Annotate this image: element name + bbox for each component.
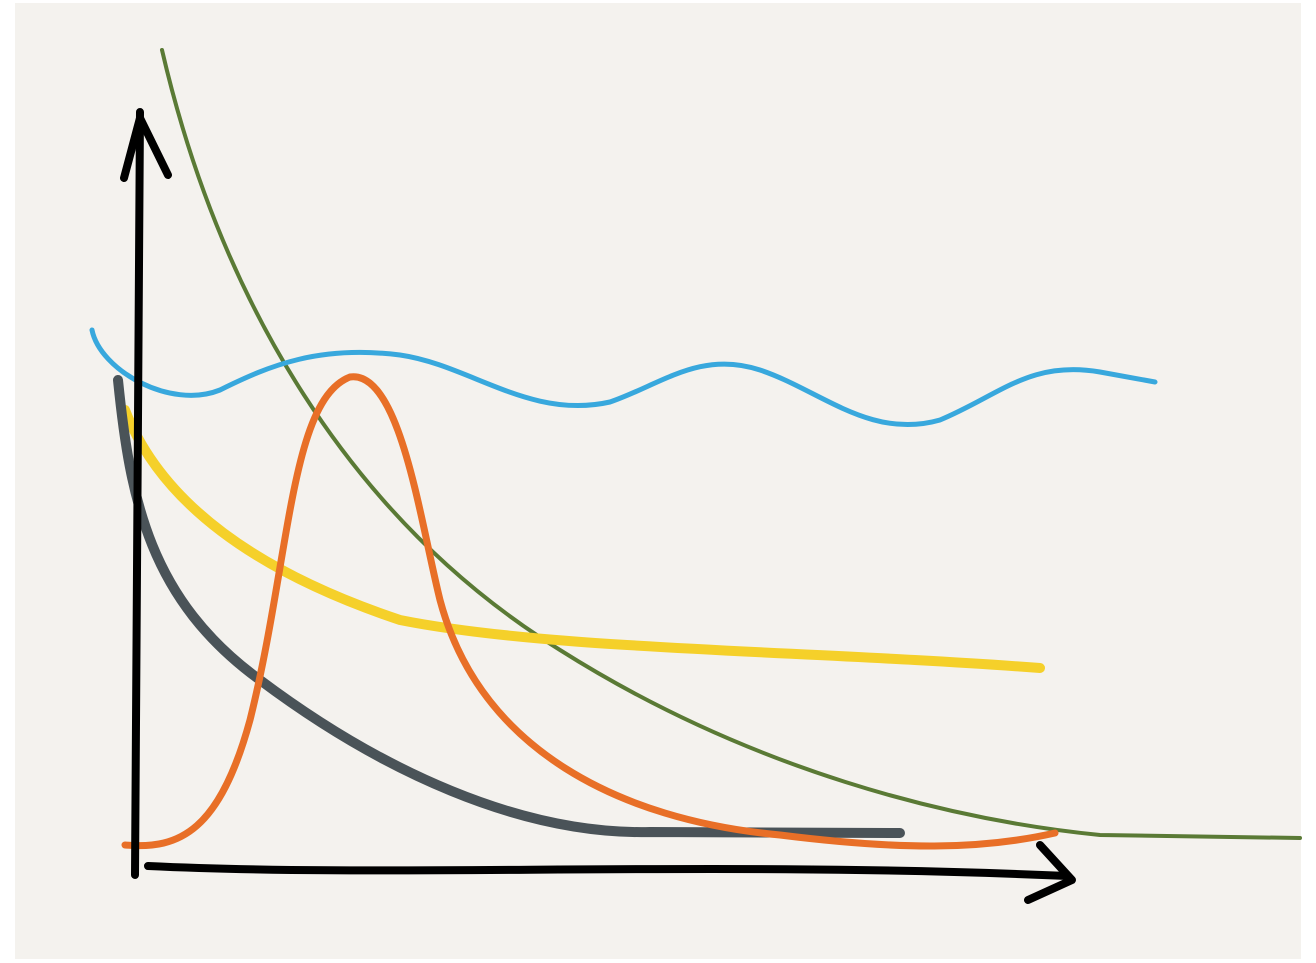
x-axis-arrow <box>1024 841 1076 904</box>
orange-curve <box>121 373 1059 850</box>
yellow-curve <box>120 405 1045 673</box>
x-axis <box>144 862 1072 880</box>
canvas <box>15 3 1301 959</box>
blue-curve <box>89 327 1158 428</box>
green-curve <box>160 48 1302 840</box>
y-axis-arrow <box>120 114 172 182</box>
y-axis <box>131 108 144 879</box>
